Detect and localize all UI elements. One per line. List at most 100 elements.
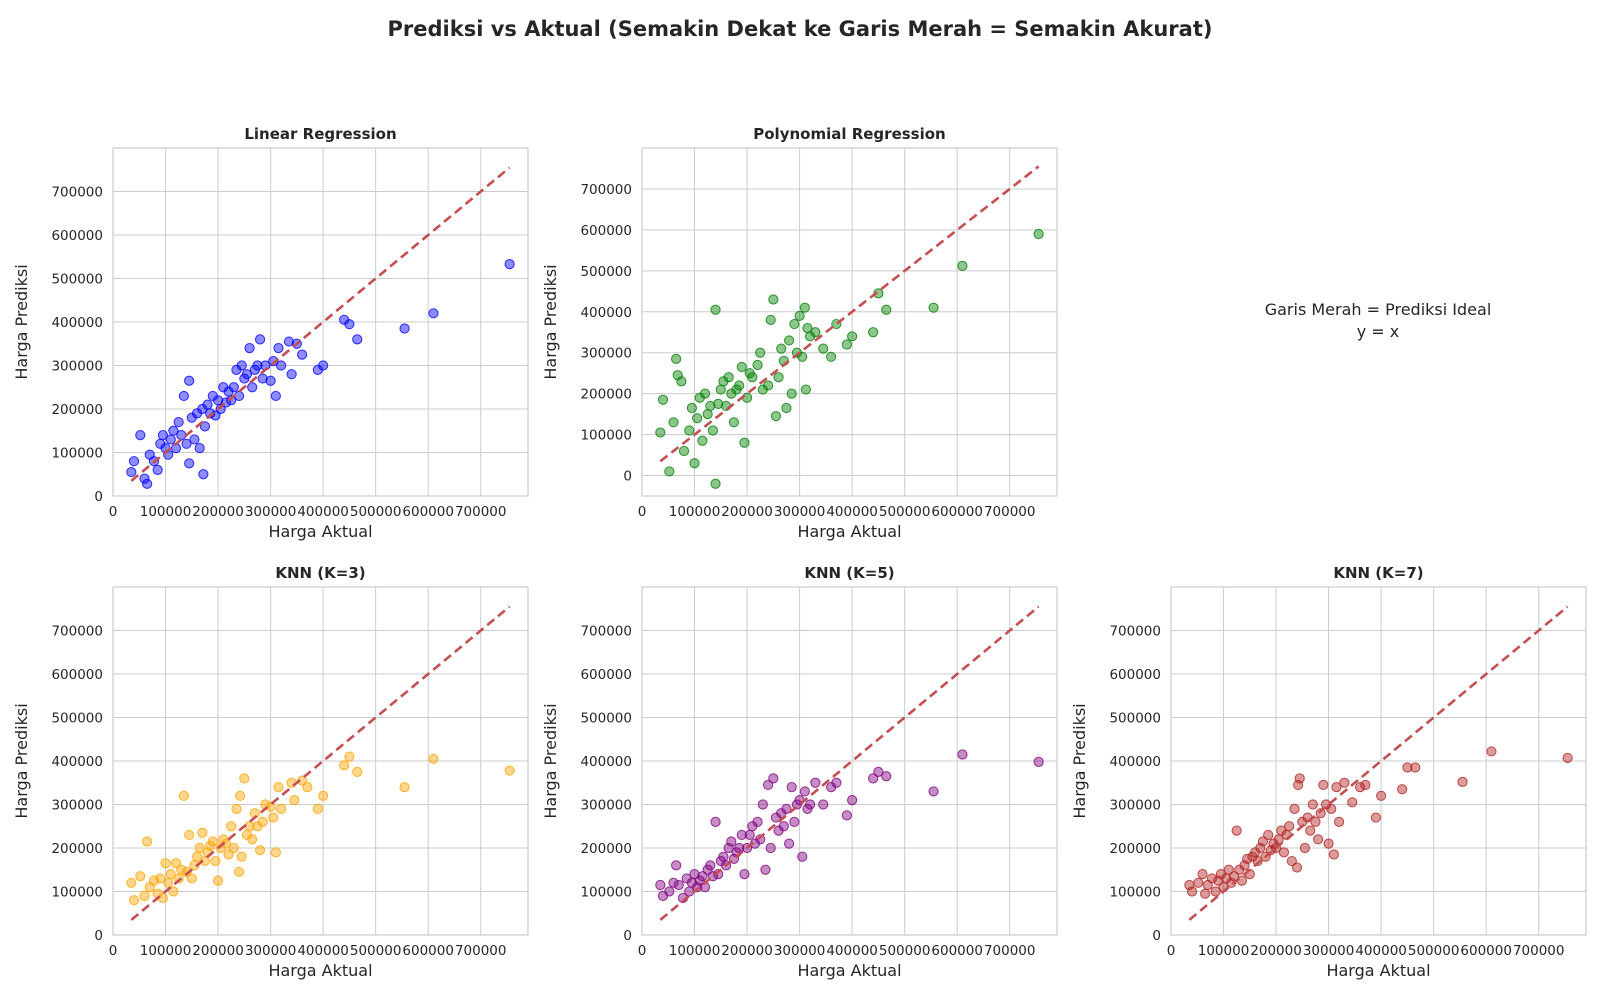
scatter-point bbox=[1331, 782, 1342, 793]
ideal-line-note: Garis Merah = Prediksi Ideal y = x bbox=[1265, 300, 1492, 341]
scatter-point bbox=[1562, 752, 1573, 764]
scatter-point bbox=[202, 399, 213, 410]
y-tick-label: 700000 bbox=[51, 185, 103, 201]
scatter-points bbox=[126, 751, 515, 906]
x-tick-label: 0 bbox=[638, 943, 647, 959]
scatter-point bbox=[736, 361, 747, 373]
scatter-point bbox=[770, 411, 782, 422]
scatter-point bbox=[707, 425, 719, 436]
subplot-title: KNN (K=7) bbox=[1333, 564, 1423, 582]
x-axis-label: Harga Aktual bbox=[268, 961, 372, 980]
y-tick-label: 0 bbox=[623, 469, 632, 485]
y-tick-label: 300000 bbox=[580, 346, 632, 362]
y-tick-label: 400000 bbox=[51, 315, 103, 331]
scatter-point bbox=[1312, 834, 1324, 845]
subplot-title: KNN (K=3) bbox=[275, 564, 365, 582]
x-tick-label: 400000 bbox=[297, 504, 349, 520]
subplot-title: KNN (K=5) bbox=[804, 564, 894, 582]
scatter-point bbox=[1310, 816, 1321, 828]
scatter-point bbox=[184, 375, 195, 386]
scatter-point bbox=[302, 782, 313, 793]
scatter-point bbox=[881, 771, 892, 782]
scatter-point bbox=[765, 842, 776, 854]
scatter-point bbox=[957, 749, 968, 760]
y-tick-label: 500000 bbox=[580, 264, 632, 280]
scatter-point bbox=[1289, 803, 1300, 814]
scatter-point bbox=[692, 413, 703, 424]
scatter-point bbox=[247, 382, 258, 393]
y-tick-label: 400000 bbox=[580, 305, 632, 321]
scatter-point bbox=[257, 816, 268, 828]
plot-area bbox=[642, 148, 1057, 496]
x-tick-label: 0 bbox=[109, 943, 118, 959]
scatter-point bbox=[344, 751, 355, 762]
y-axis-label: Harga Prediksi bbox=[12, 703, 31, 818]
y-tick-label: 200000 bbox=[1109, 841, 1161, 857]
scatter-point bbox=[841, 339, 852, 350]
scatter-point bbox=[734, 842, 745, 854]
scatter-point bbox=[1257, 836, 1269, 847]
scatter-point bbox=[126, 877, 137, 888]
y-tick-label: 300000 bbox=[580, 798, 632, 814]
y-tick-label: 600000 bbox=[51, 228, 103, 244]
scatter-point bbox=[318, 360, 329, 371]
scatter-point bbox=[723, 372, 734, 383]
x-tick-label: 600000 bbox=[402, 943, 454, 959]
scatter-point bbox=[718, 851, 729, 862]
scatter-point bbox=[841, 810, 852, 821]
scatter-point bbox=[339, 760, 350, 771]
y-tick-label: 0 bbox=[94, 489, 103, 505]
scatter-point bbox=[755, 834, 766, 845]
subplot-knn-k7: 0 100000 200000 300000 400000 500000 600000 700… bbox=[1070, 564, 1587, 980]
scatter-point bbox=[1278, 847, 1290, 858]
scatter-point bbox=[1376, 790, 1387, 801]
scatter-point bbox=[178, 390, 190, 402]
scatter-point bbox=[165, 434, 176, 445]
scatter-point bbox=[1033, 228, 1044, 240]
scatter-point bbox=[676, 376, 687, 387]
x-axis-label: Harga Aktual bbox=[797, 522, 901, 541]
scatter-point bbox=[1033, 756, 1044, 767]
scatter-point bbox=[783, 838, 795, 849]
scatter-point bbox=[689, 458, 700, 469]
scatter-point bbox=[1402, 762, 1413, 773]
x-tick-label: 200000 bbox=[721, 943, 773, 959]
scatter-point bbox=[689, 869, 700, 880]
x-tick-label: 100000 bbox=[140, 504, 192, 520]
ideal-line bbox=[130, 166, 511, 482]
scatter-point bbox=[765, 314, 776, 326]
x-tick-label: 300000 bbox=[245, 504, 297, 520]
y-tick-label: 400000 bbox=[580, 754, 632, 770]
scatter-point bbox=[194, 842, 205, 854]
scatter-point bbox=[1223, 864, 1234, 875]
scatter-point bbox=[226, 395, 237, 406]
scatter-point bbox=[344, 319, 355, 330]
y-tick-label: 200000 bbox=[580, 387, 632, 403]
scatter-point bbox=[228, 382, 239, 393]
scatter-point bbox=[697, 435, 708, 446]
y-tick-label: 600000 bbox=[580, 667, 632, 683]
y-tick-label: 100000 bbox=[580, 428, 632, 444]
scatter-point bbox=[797, 851, 808, 862]
y-axis-label: Harga Prediksi bbox=[12, 264, 31, 379]
scatter-point bbox=[1370, 812, 1381, 823]
scatter-point bbox=[428, 753, 439, 764]
scatter-point bbox=[789, 816, 800, 828]
scatter-point bbox=[713, 398, 724, 409]
scatter-point bbox=[657, 394, 669, 405]
scatter-point bbox=[755, 347, 766, 358]
y-tick-label: 600000 bbox=[1109, 667, 1161, 683]
scatter-point bbox=[1397, 784, 1408, 795]
y-tick-label: 300000 bbox=[51, 798, 103, 814]
scatter-point bbox=[799, 786, 810, 797]
scatter-point bbox=[1186, 886, 1198, 897]
scatter-point bbox=[233, 866, 245, 878]
scatter-point bbox=[170, 858, 182, 869]
scatter-point bbox=[1347, 797, 1358, 808]
x-axis-label: Harga Aktual bbox=[1326, 961, 1430, 980]
ideal-line bbox=[1188, 605, 1569, 921]
scatter-point bbox=[231, 803, 242, 814]
scatter-point bbox=[135, 430, 146, 441]
scatter-point bbox=[1200, 888, 1211, 899]
scatter-point bbox=[684, 425, 695, 436]
